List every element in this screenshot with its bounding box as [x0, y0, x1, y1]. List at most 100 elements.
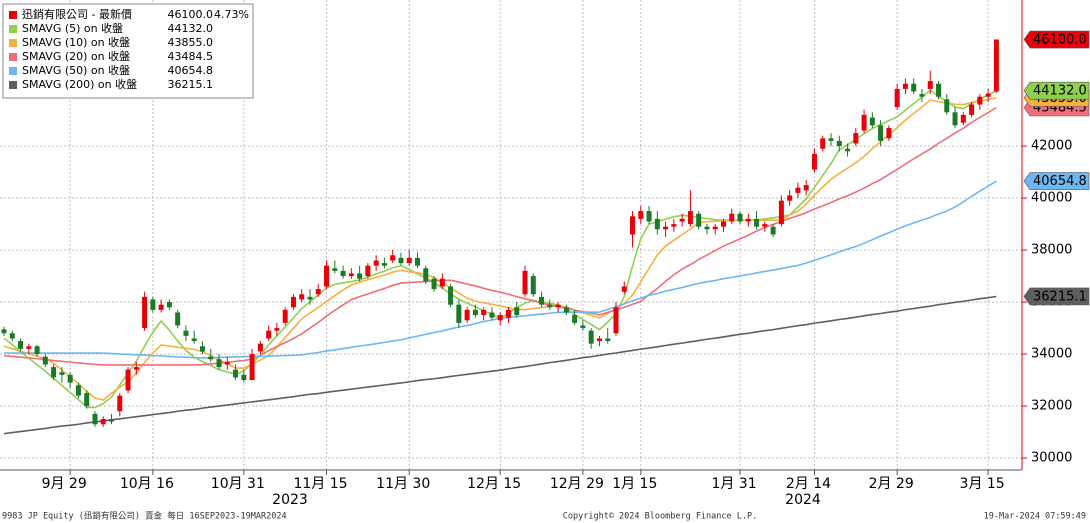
candle-body — [18, 341, 24, 349]
candle-body — [257, 343, 263, 352]
legend-swatch — [9, 39, 17, 47]
y-tick-label: 42000 — [1031, 139, 1072, 154]
candle-body — [663, 226, 669, 230]
candle-body — [522, 270, 528, 295]
candle-body — [621, 286, 627, 292]
legend-value: 43855.0 — [168, 36, 214, 49]
legend-swatch — [9, 11, 17, 19]
legend-value: 40654.8 — [168, 64, 214, 77]
candle-body — [299, 294, 305, 300]
y-tick-label: 34000 — [1031, 347, 1072, 362]
candle-body — [208, 356, 214, 360]
candle-body — [464, 309, 470, 321]
candle-body — [762, 224, 768, 227]
ma-line — [3, 106, 997, 366]
ma-line — [3, 295, 997, 435]
candle-body — [745, 218, 751, 222]
candle-body — [960, 114, 966, 123]
candle-body — [199, 346, 205, 352]
candle-body — [307, 296, 313, 300]
candle-body — [580, 325, 586, 329]
candle-body — [406, 257, 412, 264]
candle-body — [704, 226, 710, 230]
candle-body — [770, 226, 776, 235]
candle-body — [952, 112, 958, 126]
candle-body — [555, 304, 561, 308]
candle-body — [936, 83, 942, 97]
candle-body — [820, 138, 826, 149]
x-tick-label: 10月 16 — [120, 476, 174, 492]
candle-body — [125, 369, 131, 391]
candle-body — [720, 221, 726, 227]
candle-body — [514, 307, 520, 316]
candle-body — [224, 361, 230, 365]
candle-body — [150, 299, 156, 310]
candle-body — [878, 125, 884, 141]
candle-body — [588, 330, 594, 344]
candle-body — [911, 83, 917, 92]
candle-body — [811, 153, 817, 170]
candle-body — [373, 260, 379, 266]
candle-body — [175, 312, 181, 326]
candle-body — [398, 257, 404, 264]
candle-body — [969, 104, 975, 115]
candle-body — [687, 211, 693, 225]
candle-body — [754, 218, 760, 227]
candle-body — [654, 218, 660, 230]
candle-body — [547, 304, 553, 308]
candle-body — [92, 413, 98, 425]
candle-body — [448, 286, 454, 305]
candle-body — [737, 213, 743, 222]
candle-body — [142, 296, 148, 329]
legend-swatch — [9, 67, 17, 75]
candle-body — [109, 419, 115, 422]
candle-body — [117, 395, 123, 412]
last-value-label: 36215.1 — [1033, 289, 1087, 304]
candle-body — [985, 93, 991, 97]
candle-body — [315, 289, 321, 295]
legend-value: 46100.0 — [168, 8, 214, 21]
last-value-label: 40654.8 — [1033, 174, 1087, 189]
x-tick-label: 11月 30 — [376, 476, 430, 492]
axes: 300003200034000360003800040000420009月 29… — [42, 139, 1073, 508]
candle-body — [894, 88, 900, 108]
candle-body — [34, 346, 40, 355]
x-tick-label: 1月 31 — [711, 476, 756, 492]
candle-body — [845, 148, 851, 152]
candle-body — [836, 140, 842, 147]
candle-body — [266, 330, 272, 339]
candle-body — [539, 296, 545, 305]
footer-right: 19-Mar-2024 07:59:49 — [984, 512, 1086, 522]
candle-body — [679, 218, 685, 222]
legend-label: 迅銷有限公司 - 最新價 — [22, 7, 132, 21]
candle-body — [423, 268, 429, 282]
last-value-label: 46100.0 — [1033, 33, 1087, 48]
candle-body — [481, 309, 487, 316]
x-tick-label: 12月 15 — [467, 476, 521, 492]
x-tick-label: 2月 29 — [869, 476, 914, 492]
candle-body — [530, 276, 536, 295]
candle-body — [324, 265, 330, 287]
candle-body — [9, 333, 15, 339]
candle-body — [902, 83, 908, 89]
legend: 迅銷有限公司 - 最新價 46100.0 4.73% SMAVG (5) on 收盤 4… — [2, 3, 254, 99]
x-tick-label: 3月 15 — [960, 476, 1005, 492]
candle-body — [572, 315, 578, 323]
candle-body — [497, 315, 503, 321]
candle-body — [166, 302, 172, 308]
candle-body — [944, 99, 950, 113]
candle-body — [100, 419, 106, 425]
candle-body — [357, 273, 363, 279]
candle-body — [472, 309, 478, 316]
candle-body — [778, 200, 784, 225]
y-tick-label: 32000 — [1031, 399, 1072, 414]
candle-body — [919, 94, 925, 97]
candle-body — [787, 195, 793, 201]
last-value-tag — [1023, 30, 1090, 49]
footer-left: 9983 JP Equity (迅銷有限公司) 賣金 每日 16SEP2023-… — [2, 511, 287, 522]
candle-body — [42, 356, 48, 365]
x-tick-label: 10月 31 — [211, 476, 265, 492]
legend-swatch — [9, 53, 17, 61]
candle-body — [233, 369, 239, 378]
